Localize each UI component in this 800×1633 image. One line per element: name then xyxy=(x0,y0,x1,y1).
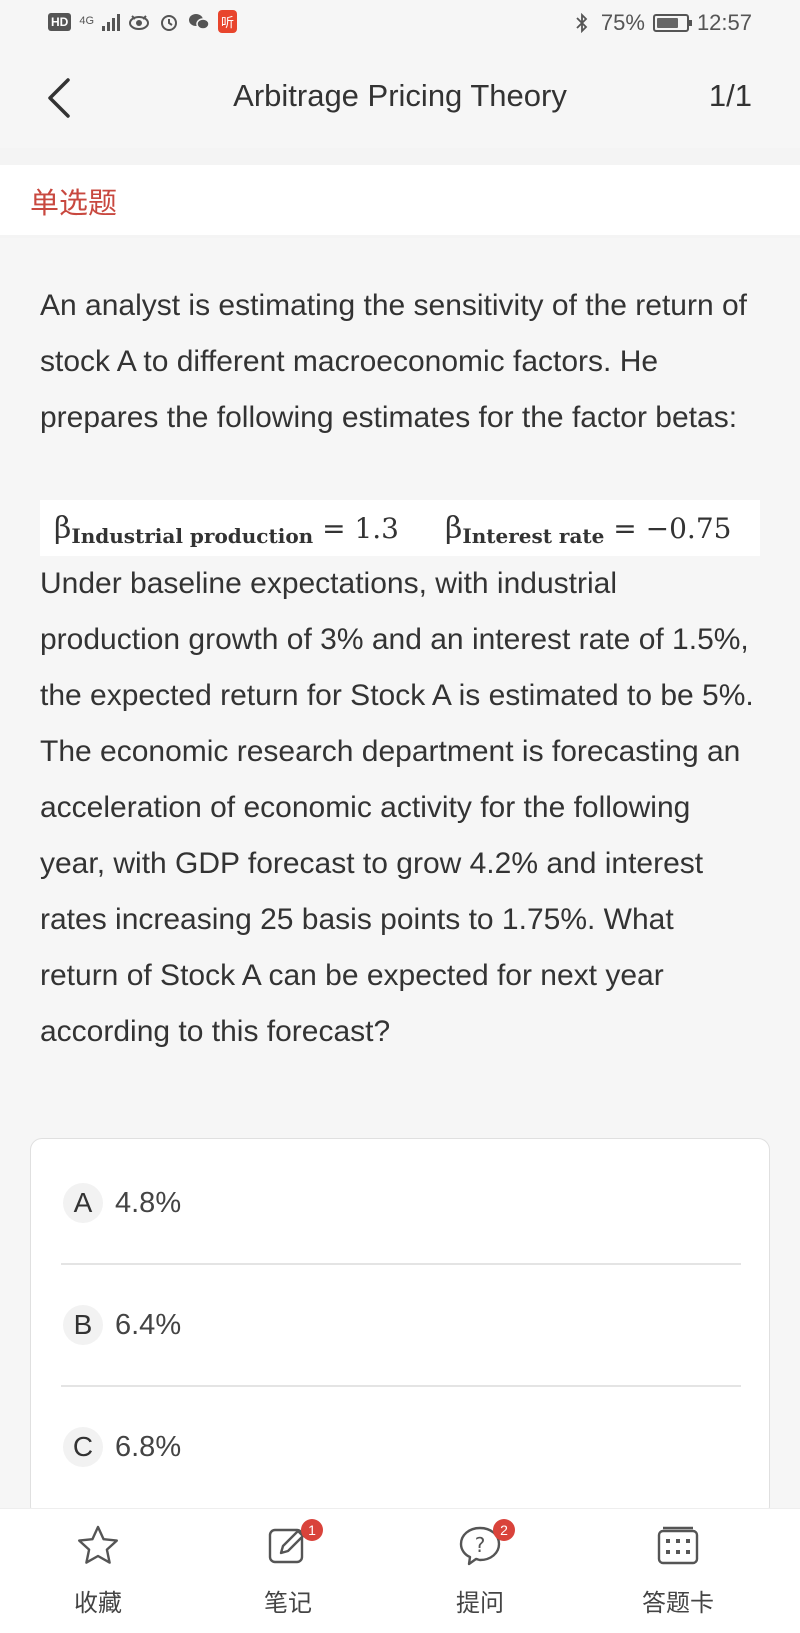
back-button[interactable] xyxy=(38,74,78,122)
status-bar: HD 4G 听 75% 12:57 xyxy=(0,0,800,48)
option-b[interactable]: B 6.4% xyxy=(31,1261,769,1387)
battery-percent: 75% xyxy=(600,10,645,35)
chevron-left-icon xyxy=(48,78,70,118)
question-type-label: 单选题 xyxy=(30,186,118,220)
factor1-value: = 1.3 xyxy=(322,511,399,545)
star-icon xyxy=(75,1523,121,1569)
answer-card-button[interactable]: 答题卡 xyxy=(618,1523,738,1618)
page-counter: 1/1 xyxy=(708,78,752,113)
factor2-name: Interest rate xyxy=(462,524,605,548)
notes-button[interactable]: 1 笔记 xyxy=(228,1519,348,1618)
ting-app-icon: 听 xyxy=(218,10,238,33)
question-bubble-icon: ? 2 xyxy=(457,1519,515,1569)
notes-label: 笔记 xyxy=(264,1589,312,1617)
option-value: 6.4% xyxy=(115,1309,182,1341)
beta-formula: β Industrial production = 1.3 β Interest r… xyxy=(40,500,760,556)
battery-icon xyxy=(652,14,692,32)
ask-badge: 2 xyxy=(493,1519,515,1541)
eye-icon xyxy=(128,11,150,33)
beta-symbol-2: β xyxy=(445,510,463,546)
bluetooth-icon xyxy=(571,12,593,34)
wechat-icon xyxy=(188,11,210,33)
ask-button[interactable]: ? 2 提问 xyxy=(420,1519,540,1618)
bottom-toolbar: 收藏 1 笔记 ? 2 提问 答题卡 xyxy=(0,1508,800,1633)
option-value: 4.8% xyxy=(115,1187,182,1219)
grid-card-icon xyxy=(655,1523,701,1569)
factor2-value: = −0.75 xyxy=(613,511,732,545)
title-bar: Arbitrage Pricing Theory 1/1 xyxy=(0,48,800,148)
option-value: 6.8% xyxy=(115,1431,182,1463)
status-bar-right: 75% 12:57 xyxy=(571,10,752,36)
edit-note-icon: 1 xyxy=(265,1519,323,1569)
favorite-label: 收藏 xyxy=(74,1589,122,1617)
divider xyxy=(61,1263,741,1265)
question-type-bar: 单选题 xyxy=(0,165,800,235)
alarm-icon xyxy=(158,11,180,33)
answer-card-label: 答题卡 xyxy=(642,1589,714,1617)
signal-icon xyxy=(102,13,121,31)
hd-badge: HD xyxy=(48,12,72,31)
divider xyxy=(61,1385,741,1387)
option-letter: A xyxy=(63,1183,103,1223)
question-text-part2: Under baseline expectations, with indust… xyxy=(40,567,754,1048)
favorite-button[interactable]: 收藏 xyxy=(38,1523,158,1618)
factor1-name: Industrial production xyxy=(71,524,314,548)
clock: 12:57 xyxy=(696,10,752,35)
beta-symbol-1: β xyxy=(54,510,72,546)
status-bar-left: HD 4G 听 xyxy=(48,10,238,33)
option-letter: C xyxy=(63,1427,103,1467)
notes-badge: 1 xyxy=(301,1519,323,1541)
option-letter: B xyxy=(63,1305,103,1345)
network-type: 4G xyxy=(79,15,95,27)
answer-options-card: A 4.8% B 6.4% C 6.8% xyxy=(30,1138,770,1518)
option-c[interactable]: C 6.8% xyxy=(31,1383,769,1509)
option-a[interactable]: A 4.8% xyxy=(31,1139,769,1265)
ask-label: 提问 xyxy=(456,1589,504,1617)
svg-text:?: ? xyxy=(475,1533,486,1557)
question-text-part1: An analyst is estimating the sensitivity… xyxy=(40,289,748,434)
page-title: Arbitrage Pricing Theory xyxy=(233,78,567,113)
